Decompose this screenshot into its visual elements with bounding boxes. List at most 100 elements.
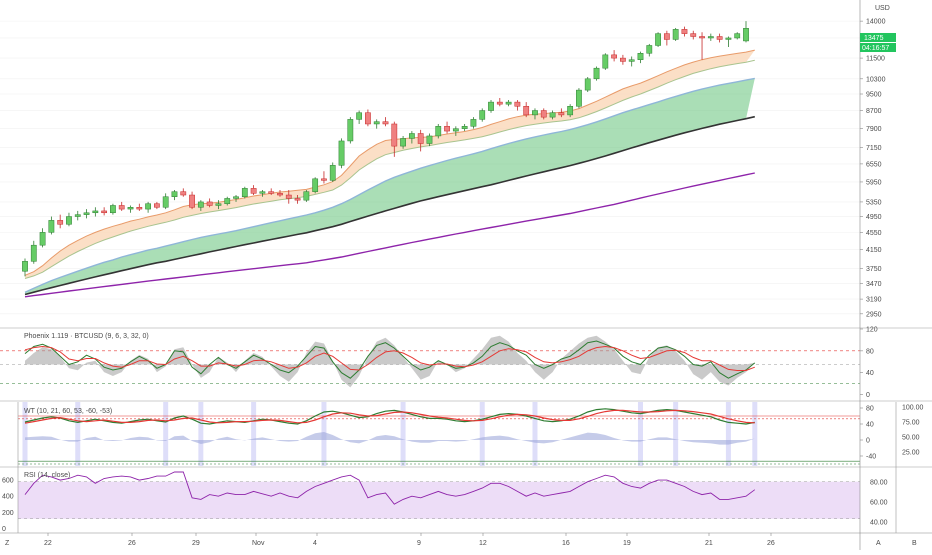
candle-body (189, 194, 195, 208)
price-badge-value: 13475 (864, 35, 884, 42)
price-tick-label: 10300 (866, 76, 886, 83)
sma-line (24, 115, 755, 296)
candle-body (611, 54, 617, 59)
phoenix-histogram (25, 335, 755, 388)
candle-body (576, 89, 582, 107)
candle-body (435, 126, 442, 137)
rsi-right-tick-label: 80.00 (870, 480, 888, 487)
candle-body (197, 201, 204, 208)
wt-pane: 80 40 0 -40 100.00 75.00 50.00 25.00 (18, 402, 924, 466)
phoenix-main-line (24, 340, 756, 379)
candle-body (285, 194, 292, 199)
candle-body (637, 53, 644, 60)
wt-cross-marker (752, 402, 758, 466)
phoenix-tick-label: 80 (866, 348, 874, 355)
x-tick-label: 26 (767, 540, 775, 547)
candle-body (312, 178, 319, 192)
candle-body (734, 33, 741, 39)
x-tick-label: 4 (313, 540, 317, 547)
candle-body (127, 207, 134, 210)
wt-cross-marker (532, 402, 538, 466)
candle-body (224, 198, 231, 204)
candle-body (22, 261, 28, 272)
candle-body (470, 119, 477, 127)
candle-body (259, 191, 266, 194)
wt-right-tick-label: 50.00 (902, 435, 920, 442)
rsi-left-tick-label: 0 (2, 526, 6, 533)
candle-body (620, 57, 626, 62)
wt-right-tick-label: 25.00 (902, 450, 920, 457)
candle-body (716, 36, 723, 40)
candle-body (602, 54, 609, 69)
candle-body (417, 133, 424, 144)
x-tick-label: 21 (705, 540, 713, 547)
candle-body (215, 203, 222, 206)
candle-body (83, 212, 90, 215)
wt-cross-marker (725, 402, 731, 466)
currency-label: USD (875, 5, 890, 12)
wt2-line (24, 409, 755, 424)
long-ma-line (24, 172, 755, 298)
wt-cross-marker (673, 402, 679, 466)
candle-body (39, 232, 46, 246)
candle-body (408, 133, 415, 139)
candle-body (48, 220, 55, 233)
candle-body (145, 203, 151, 210)
wt-tick-label: 40 (866, 422, 874, 429)
candle-body (74, 214, 81, 217)
x-tick-label: 26 (128, 540, 136, 547)
candle-body (690, 33, 697, 37)
candle-body (672, 29, 679, 40)
wt-cross-marker (198, 402, 204, 466)
corner-right-a[interactable]: A (876, 540, 881, 547)
price-badge-bg (860, 33, 896, 42)
wt-histogram (25, 432, 755, 445)
price-tick-label: 11500 (866, 56, 885, 63)
candle-body (584, 78, 591, 91)
candle-body (699, 36, 705, 39)
price-tick-label: 4550 (866, 230, 882, 237)
candle-body (294, 198, 301, 201)
price-tick-label: 5350 (866, 199, 882, 206)
candle-body (101, 210, 108, 214)
price-tick-label: 6550 (866, 161, 882, 168)
candle-body (532, 110, 538, 116)
countdown-badge-bg (860, 43, 896, 52)
candle-body (646, 45, 653, 54)
candle-body (496, 101, 503, 105)
corner-right-b[interactable]: B (912, 540, 917, 547)
candle-body (110, 205, 116, 214)
candle-body (540, 110, 547, 118)
phoenix-tick-label: 40 (866, 370, 874, 377)
candle-body (444, 126, 450, 132)
phoenix-tick-label: 0 (866, 392, 870, 399)
candle-body (118, 205, 125, 210)
candle-body (514, 101, 521, 107)
wt-cross-marker (637, 402, 643, 466)
price-tick-label: 5950 (866, 179, 882, 186)
candle-body (233, 196, 239, 199)
x-tick-label: 19 (623, 540, 631, 547)
candle-body (180, 191, 187, 196)
rsi-left-tick-label: 200 (2, 510, 14, 517)
corner-left[interactable]: Z (5, 540, 10, 547)
rsi-left-tick-label: 400 (2, 494, 14, 501)
wt-cross-marker (479, 402, 485, 466)
ema-ribbon-area (25, 50, 755, 279)
rsi-title: RSI (14, close) (24, 472, 70, 479)
wt-tick-label: 80 (866, 406, 874, 413)
wt-title: WT (10, 21, 60, 53, -60, -53) (24, 408, 112, 415)
phoenix-signal-line (24, 345, 755, 371)
candle-body (171, 191, 178, 197)
price-tick-label: 3470 (866, 281, 882, 288)
price-pane: 1400012800115001030095008700790071506550… (0, 19, 886, 318)
wt-cross-marker (251, 402, 257, 466)
candle-body (663, 33, 670, 40)
candle-body (57, 220, 64, 225)
candle-body (655, 33, 661, 46)
candle-body (321, 178, 327, 181)
ma-band-area (25, 78, 755, 295)
x-tick-label: 29 (192, 540, 200, 547)
